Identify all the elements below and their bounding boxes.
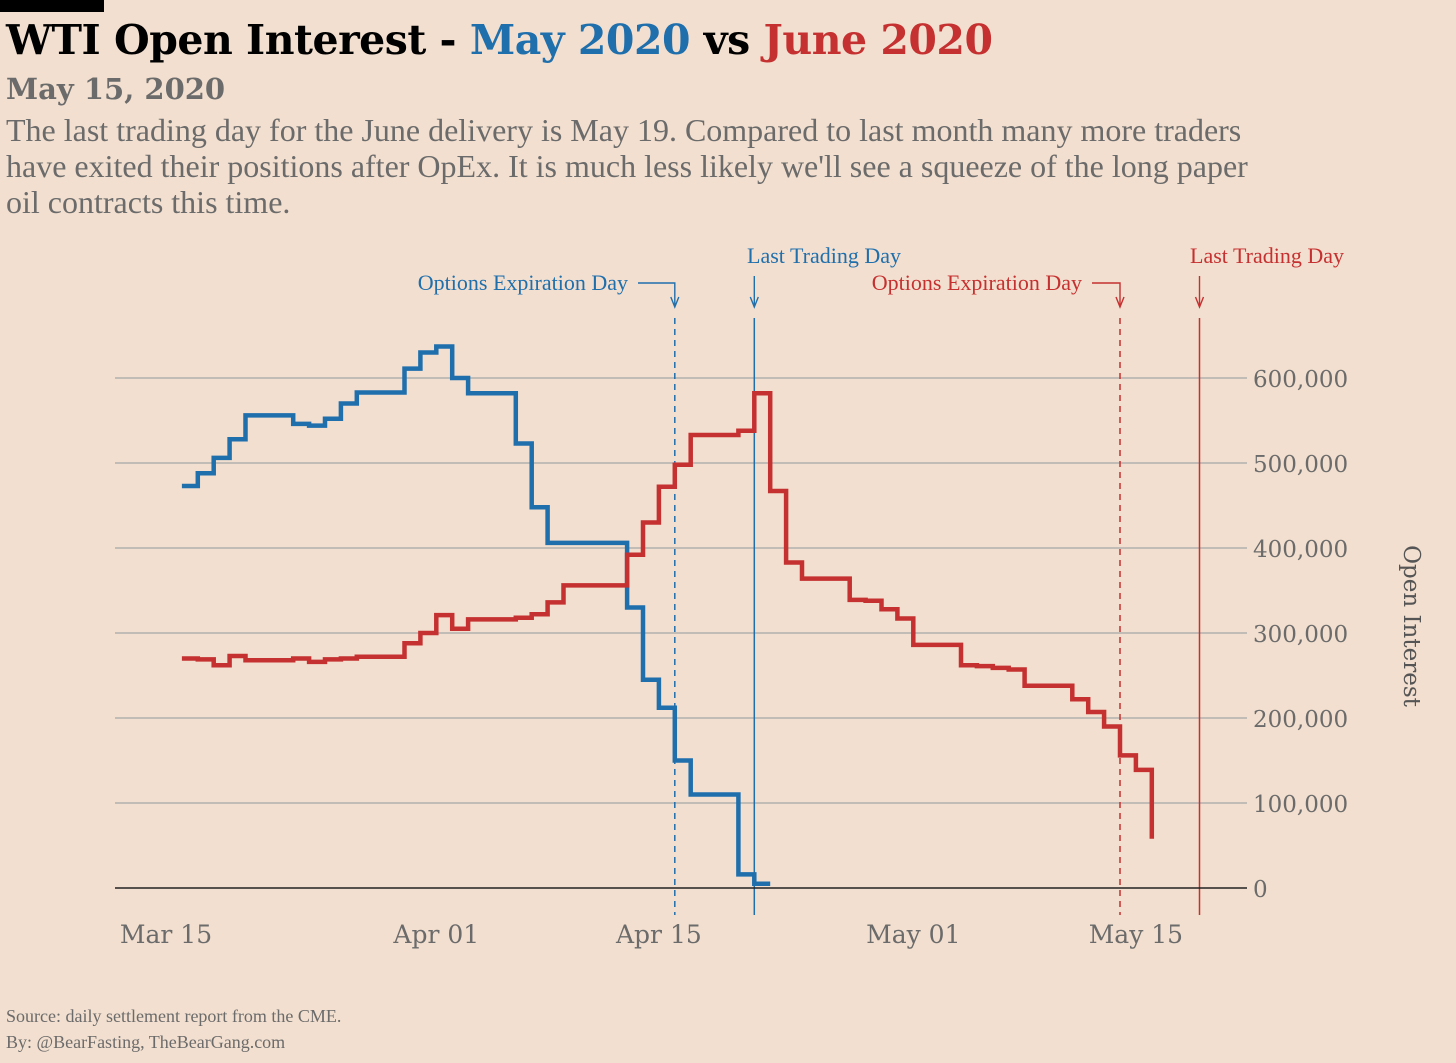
series-line-may-2020 <box>181 344 771 886</box>
title-series-may: May 2020 <box>469 16 691 64</box>
byline: By: @BearFasting, TheBearGang.com <box>6 1032 286 1052</box>
axes: 0 100,000 200,000 300,000 400,000 500,000 600,… <box>115 367 1424 949</box>
annotation-arrow <box>670 296 680 309</box>
source-note: Source: daily settlement report from the… <box>6 1006 342 1026</box>
x-tick-label: Mar 15 <box>120 920 212 949</box>
annotation-label: Last Trading Day <box>747 243 901 268</box>
annotation-arrow <box>749 296 759 309</box>
x-tick-label: May 01 <box>866 920 960 949</box>
annotation-label: Options Expiration Day <box>872 270 1082 295</box>
annotation-last-trading-day: Last Trading Day <box>747 243 901 915</box>
annotation-options-expiration: Options Expiration Day <box>872 270 1125 915</box>
top-accent-bar <box>0 0 104 12</box>
y-tick-label: 600,000 <box>1253 367 1348 393</box>
y-tick-label: 200,000 <box>1253 707 1348 733</box>
annotation-connector <box>638 282 676 305</box>
y-tick-label: 100,000 <box>1253 792 1348 818</box>
annotation-connector <box>1092 282 1121 305</box>
chart-description: The last trading day for the June delive… <box>6 112 1248 220</box>
x-tick-label: Apr 01 <box>392 920 479 949</box>
grid-lines <box>115 377 1247 804</box>
annotation-options-expiration: Options Expiration Day <box>418 270 680 915</box>
y-axis-label: Open Interest <box>1398 545 1424 707</box>
annotation-arrow <box>1115 296 1125 309</box>
title-prefix: WTI Open Interest - <box>6 16 470 64</box>
annotation-label: Options Expiration Day <box>418 270 628 295</box>
title-series-june: June 2020 <box>763 16 993 64</box>
y-tick-label: 0 <box>1253 877 1268 903</box>
chart-date: May 15, 2020 <box>6 72 226 106</box>
series-lines <box>181 344 1155 886</box>
chart-title: WTI Open Interest - May 2020 vs June 202… <box>6 16 993 64</box>
annotation-label: Last Trading Day <box>1190 243 1344 268</box>
y-tick-label: 500,000 <box>1253 452 1348 478</box>
series-line-june-2020 <box>181 391 1155 839</box>
x-tick-label: May 15 <box>1089 920 1183 949</box>
y-tick-label: 400,000 <box>1253 537 1348 563</box>
annotation-arrow <box>1194 296 1205 309</box>
y-tick-label: 300,000 <box>1253 622 1348 648</box>
annotation-last-trading-day: Last Trading Day <box>1190 243 1344 915</box>
x-tick-label: Apr 15 <box>615 920 702 949</box>
title-vs: vs <box>690 16 764 64</box>
